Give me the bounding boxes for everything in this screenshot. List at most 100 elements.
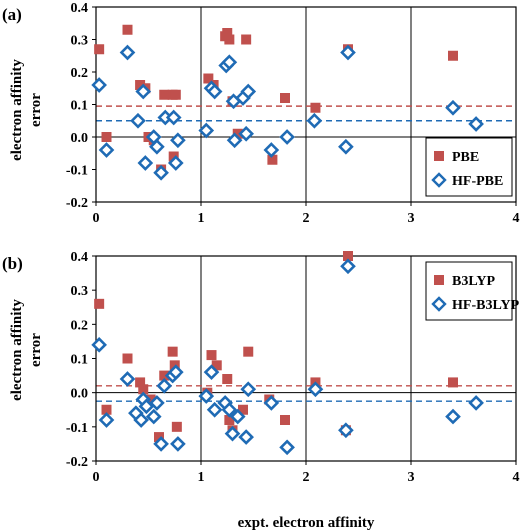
- panel-b: (b) electron affinity error -0.2 -0.1 0.0 0…: [2, 250, 520, 485]
- panel-b-point-b3lyp-19: [343, 251, 353, 261]
- panel-b-point-b3lyp-10: [206, 350, 217, 361]
- panel-a-ytick-label-1: -0.1: [66, 164, 88, 179]
- panel-a-ylabel-line1: electron affinity: [9, 59, 25, 161]
- panel-b-ytick-label-0: -0.2: [66, 455, 88, 470]
- panel-a: (a) electron affinity error -0.2 -0.1 0.0 0…: [2, 1, 520, 226]
- panel-a-point-hf-pbe-11: [167, 155, 184, 171]
- panel-b-xtick-label-3: 3: [408, 470, 415, 485]
- panel-a-point-pbe-10: [168, 151, 179, 162]
- panel-a-point-hf-pbe-25: [306, 112, 323, 129]
- panel-a-legend: PBE HF-PBE: [425, 137, 513, 197]
- panel-b-point-hf-b3lyp-4: [133, 412, 149, 428]
- panel-b-point-hf-b3lyp-19: [229, 408, 246, 425]
- panel-b-ytick-label-4: 0.2: [71, 318, 89, 333]
- panel-a-point-hf-pbe-22: [238, 125, 254, 142]
- panel-b-point-b3lyp-9: [171, 421, 182, 432]
- panel-a-xtick-label-0: 0: [93, 211, 100, 226]
- panel-b-point-hf-b3lyp-24: [307, 381, 324, 398]
- panel-b-point-hf-b3lyp-7: [145, 408, 162, 425]
- panel-b-point-b3lyp-7: [167, 346, 178, 357]
- panel-b-point-hf-b3lyp-12: [170, 436, 186, 452]
- panel-a-label: (a): [2, 5, 22, 24]
- panel-b-label: (b): [2, 254, 23, 273]
- panel-b-legend-label-1: HF-B3LYP: [452, 298, 520, 313]
- panel-a-point-hf-pbe-23: [263, 142, 280, 158]
- panel-a-point-pbe-3: [135, 80, 146, 90]
- panel-b-point-b3lyp-17: [280, 415, 290, 425]
- panel-a-point-hf-pbe-1: [98, 142, 115, 158]
- panel-a-point-hf-pbe-0: [91, 77, 107, 93]
- panel-b-xtick-label-4: 4: [513, 470, 520, 485]
- panel-a-ytick-label-5: 0.3: [71, 34, 89, 49]
- panel-b-point-b3lyp-16: [243, 346, 254, 357]
- panel-b-point-hf-b3lyp-26: [340, 258, 356, 275]
- panel-a-point-pbe-0: [94, 44, 105, 55]
- panel-a-point-hf-pbe-15: [206, 83, 223, 100]
- panel-b-ytick-label-2: 0.0: [71, 387, 89, 402]
- panel-b-point-hf-b3lyp-20: [238, 429, 254, 445]
- panel-a-xtick-label-4: 4: [513, 211, 520, 226]
- panel-a-ytick-label-2: 0.0: [71, 131, 89, 146]
- panel-a-point-hf-pbe-7: [149, 138, 165, 155]
- panel-b-ytick-label-5: 0.3: [71, 284, 89, 299]
- panel-a-ylabel-line2: error: [28, 93, 44, 127]
- panel-b-ylabel-line1: electron affinity: [9, 299, 25, 401]
- panel-a-point-pbe-11: [203, 73, 214, 84]
- panel-b-ylabel-line2: error: [28, 333, 44, 367]
- panel-b-point-hf-b3lyp-15: [206, 401, 223, 418]
- panel-b-point-hf-b3lyp-2: [119, 371, 136, 387]
- panel-b-xtick-label-2: 2: [303, 470, 310, 485]
- panel-a-point-hf-pbe-2: [119, 44, 136, 61]
- panel-b-legend-marker-1: [431, 296, 447, 312]
- panel-a-legend-label-0: PBE: [452, 150, 479, 165]
- panel-a-point-hf-pbe-5: [137, 155, 154, 171]
- panel-a-legend-marker-1: [431, 172, 447, 188]
- panel-a-point-pbe-14: [222, 28, 233, 38]
- panel-a-point-hf-pbe-28: [445, 99, 461, 116]
- panel-b-xtick-label-1: 1: [198, 470, 205, 485]
- panel-b-point-b3lyp-5: [154, 432, 164, 443]
- panel-b-point-b3lyp-2: [122, 353, 133, 364]
- panel-a-point-pbe-9: [170, 89, 181, 100]
- panel-a-point-pbe-21: [448, 50, 458, 61]
- panel-a-point-pbe-23: [232, 128, 243, 139]
- panel-b-point-hf-b3lyp-18: [224, 425, 241, 442]
- panel-b-point-hf-b3lyp-11: [167, 364, 184, 381]
- panel-b-point-b3lyp-12: [222, 374, 233, 384]
- panel-a-point-hf-pbe-21: [226, 132, 243, 149]
- panel-b-legend-marker-0: [434, 275, 444, 285]
- panel-b-point-hf-b3lyp-9: [156, 377, 173, 394]
- panel-b-point-b3lyp-20: [448, 377, 458, 388]
- panel-a-xtick-label-1: 1: [198, 211, 205, 226]
- panel-a-point-hf-pbe-4: [135, 83, 152, 100]
- panel-b-point-b3lyp-4: [138, 384, 149, 395]
- panel-a-point-hf-pbe-26: [338, 138, 354, 155]
- panel-a-legend-label-1: HF-PBE: [452, 174, 503, 189]
- panel-b-point-hf-b3lyp-8: [153, 436, 169, 452]
- panel-b-ytick-label-1: -0.1: [66, 421, 88, 436]
- panel-a-point-hf-pbe-13: [198, 122, 215, 139]
- panel-b-point-b3lyp-13: [224, 415, 235, 425]
- panel-b-xtick-label-0: 0: [93, 470, 100, 485]
- panel-b-point-hf-b3lyp-0: [91, 336, 107, 353]
- panel-a-xtick-label-2: 2: [303, 211, 310, 226]
- panel-a-legend-marker-0: [434, 151, 444, 161]
- panel-b-point-hf-b3lyp-6: [138, 398, 155, 415]
- x-axis-title: expt. electron affinity: [238, 515, 375, 531]
- panel-a-ytick-label-0: -0.2: [66, 196, 88, 211]
- panel-b-point-b3lyp-15: [238, 404, 248, 415]
- panel-b-point-hf-b3lyp-14: [203, 364, 220, 381]
- panel-a-point-hf-pbe-29: [468, 116, 484, 132]
- panel-b-point-hf-b3lyp-29: [149, 395, 165, 411]
- panel-b-point-b3lyp-6: [159, 370, 170, 381]
- panel-b-point-hf-b3lyp-22: [263, 395, 280, 411]
- panel-b-point-hf-b3lyp-25: [338, 422, 354, 439]
- panel-a-point-hf-pbe-10: [165, 109, 182, 126]
- panel-a-point-hf-pbe-8: [153, 164, 169, 181]
- panel-a-ytick-label-6: 0.4: [71, 1, 89, 16]
- panel-a-point-pbe-18: [280, 93, 290, 103]
- panel-a-ytick-label-3: 0.1: [71, 99, 89, 114]
- panel-a-point-pbe-19: [310, 102, 321, 113]
- panel-b-point-hf-b3lyp-1: [98, 412, 115, 428]
